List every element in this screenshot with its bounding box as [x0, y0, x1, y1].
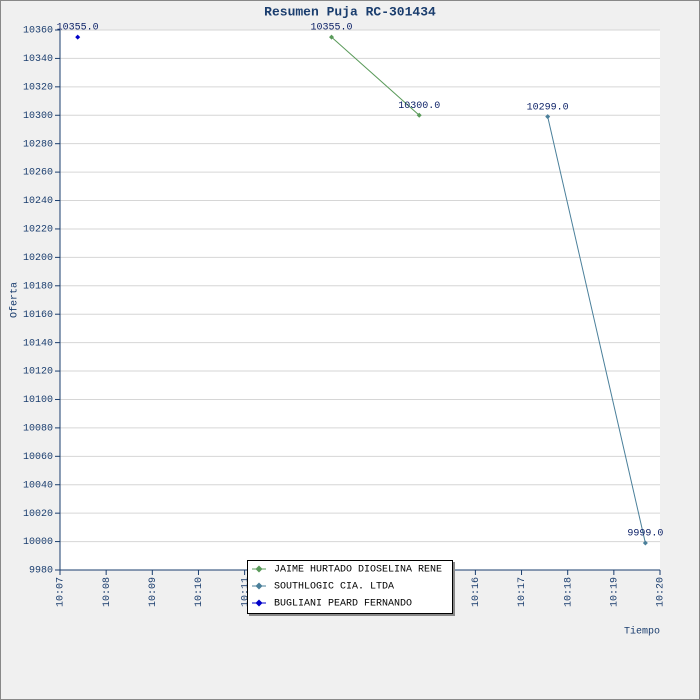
legend-label: JAIME HURTADO DIOSELINA RENE	[274, 565, 442, 576]
y-tick-label: 10020	[23, 509, 53, 520]
y-tick-label: 10160	[23, 310, 53, 321]
data-point	[329, 34, 335, 40]
legend-box	[247, 560, 453, 614]
legend-marker	[255, 582, 263, 590]
y-tick-label: 10080	[23, 424, 53, 435]
x-tick-label: 10:20	[656, 577, 667, 607]
legend-label: BUGLIANI PEARD FERNANDO	[274, 599, 412, 610]
x-tick-label: 10:18	[563, 577, 574, 607]
y-tick-label: 10180	[23, 281, 53, 292]
marks: 10355.0 10300.0 10299.0 9999.0 10355.0	[57, 23, 663, 546]
x-tick-label: 10:11	[240, 577, 251, 607]
data-label: 9999.0	[627, 529, 663, 540]
x-tick-label: 10:08	[102, 577, 113, 607]
y-tick-label: 10100	[23, 395, 53, 406]
y-tick-label: 10060	[23, 452, 53, 463]
x-tick-label: 10:17	[517, 577, 528, 607]
y-tick-label: 10300	[23, 111, 53, 122]
y-tick-label: 9980	[29, 566, 53, 577]
y-tick-label: 10280	[23, 139, 53, 150]
y-tick-label: 10340	[23, 54, 53, 65]
data-point	[545, 114, 551, 120]
x-tick-label: 10:16	[471, 577, 482, 607]
y-tick-label: 10200	[23, 253, 53, 264]
data-point	[416, 112, 422, 118]
y-tick-label: 10320	[23, 82, 53, 93]
legend-marker	[255, 565, 263, 573]
plot-area	[60, 30, 660, 570]
x-tick-label: 10:07	[56, 577, 67, 607]
data-label: 10355.0	[311, 23, 353, 34]
x-tick-label: 10:10	[194, 577, 205, 607]
y-tick-label: 10000	[23, 537, 53, 548]
x-axis-label: Tiempo	[624, 626, 660, 638]
legend-label: SOUTHLOGIC CIA. LTDA	[274, 582, 394, 593]
y-tick-label: 10120	[23, 367, 53, 378]
x-tick-label: 10:19	[609, 577, 620, 607]
y-tick-label: 10360	[23, 26, 53, 37]
series-line	[547, 116, 646, 544]
chart-title: Resumen Puja RC-301434	[264, 4, 436, 19]
legend-marker	[255, 599, 263, 607]
x-tick-label: 10:09	[148, 577, 159, 607]
data-label: 10300.0	[398, 101, 440, 112]
data-point	[642, 540, 648, 546]
y-tick-label: 10220	[23, 225, 53, 236]
y-tick-label: 10140	[23, 338, 53, 349]
data-point	[75, 34, 81, 40]
y-tick-label: 10240	[23, 196, 53, 207]
y-tick-label: 10040	[23, 480, 53, 491]
series-line	[331, 36, 420, 116]
y-tick-label: 10260	[23, 168, 53, 179]
data-label: 10299.0	[527, 102, 569, 113]
legend: JAIME HURTADO DIOSELINA RENE SOUTHLOGIC C…	[247, 560, 453, 614]
y-axis-label: Oferta	[9, 282, 21, 318]
data-label: 10355.0	[57, 23, 99, 34]
